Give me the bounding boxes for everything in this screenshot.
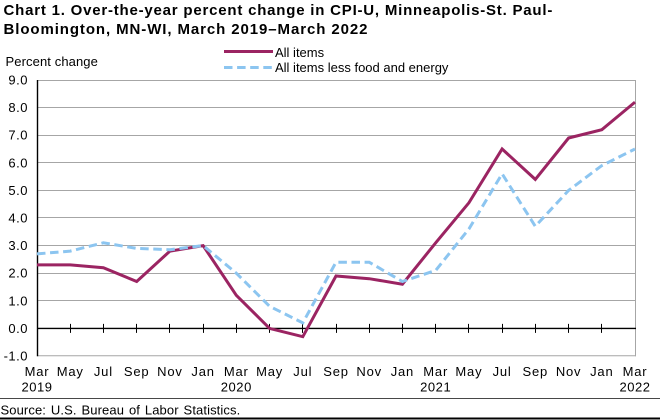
svg-text:5.0: 5.0 xyxy=(8,183,28,198)
svg-text:-1.0: -1.0 xyxy=(4,349,28,364)
svg-text:Jul: Jul xyxy=(293,364,312,379)
svg-text:Mar: Mar xyxy=(224,364,249,379)
svg-text:Jan: Jan xyxy=(590,364,613,379)
svg-text:May: May xyxy=(57,364,84,379)
svg-text:Nov: Nov xyxy=(556,364,582,379)
svg-text:3.0: 3.0 xyxy=(8,238,28,253)
svg-text:Sep: Sep xyxy=(124,364,150,379)
svg-text:Mar: Mar xyxy=(623,364,648,379)
svg-text:Mar: Mar xyxy=(25,364,50,379)
svg-text:All items less food and energy: All items less food and energy xyxy=(275,60,449,75)
svg-text:Nov: Nov xyxy=(157,364,183,379)
svg-text:8.0: 8.0 xyxy=(8,100,28,115)
svg-text:1.0: 1.0 xyxy=(8,293,28,308)
svg-text:Jan: Jan xyxy=(191,364,214,379)
svg-text:Percent change: Percent change xyxy=(6,54,98,69)
svg-text:2022: 2022 xyxy=(619,379,650,394)
svg-text:May: May xyxy=(455,364,482,379)
svg-text:2.0: 2.0 xyxy=(8,266,28,281)
svg-text:6.0: 6.0 xyxy=(8,155,28,170)
svg-text:Nov: Nov xyxy=(356,364,382,379)
svg-text:Jan: Jan xyxy=(391,364,414,379)
svg-text:4.0: 4.0 xyxy=(8,211,28,226)
svg-text:Source: U.S. Bureau of Labor S: Source: U.S. Bureau of Labor Statistics. xyxy=(1,403,241,418)
svg-text:2021: 2021 xyxy=(420,379,451,394)
svg-text:Sep: Sep xyxy=(323,364,349,379)
svg-text:2020: 2020 xyxy=(221,379,252,394)
svg-text:7.0: 7.0 xyxy=(8,128,28,143)
svg-text:Mar: Mar xyxy=(423,364,448,379)
svg-text:9.0: 9.0 xyxy=(8,73,28,88)
svg-text:All items: All items xyxy=(275,45,325,60)
svg-text:May: May xyxy=(256,364,283,379)
svg-text:Jul: Jul xyxy=(94,364,113,379)
svg-text:2019: 2019 xyxy=(21,379,52,394)
svg-text:Sep: Sep xyxy=(523,364,549,379)
svg-text:0.0: 0.0 xyxy=(8,321,28,336)
svg-text:Jul: Jul xyxy=(493,364,512,379)
